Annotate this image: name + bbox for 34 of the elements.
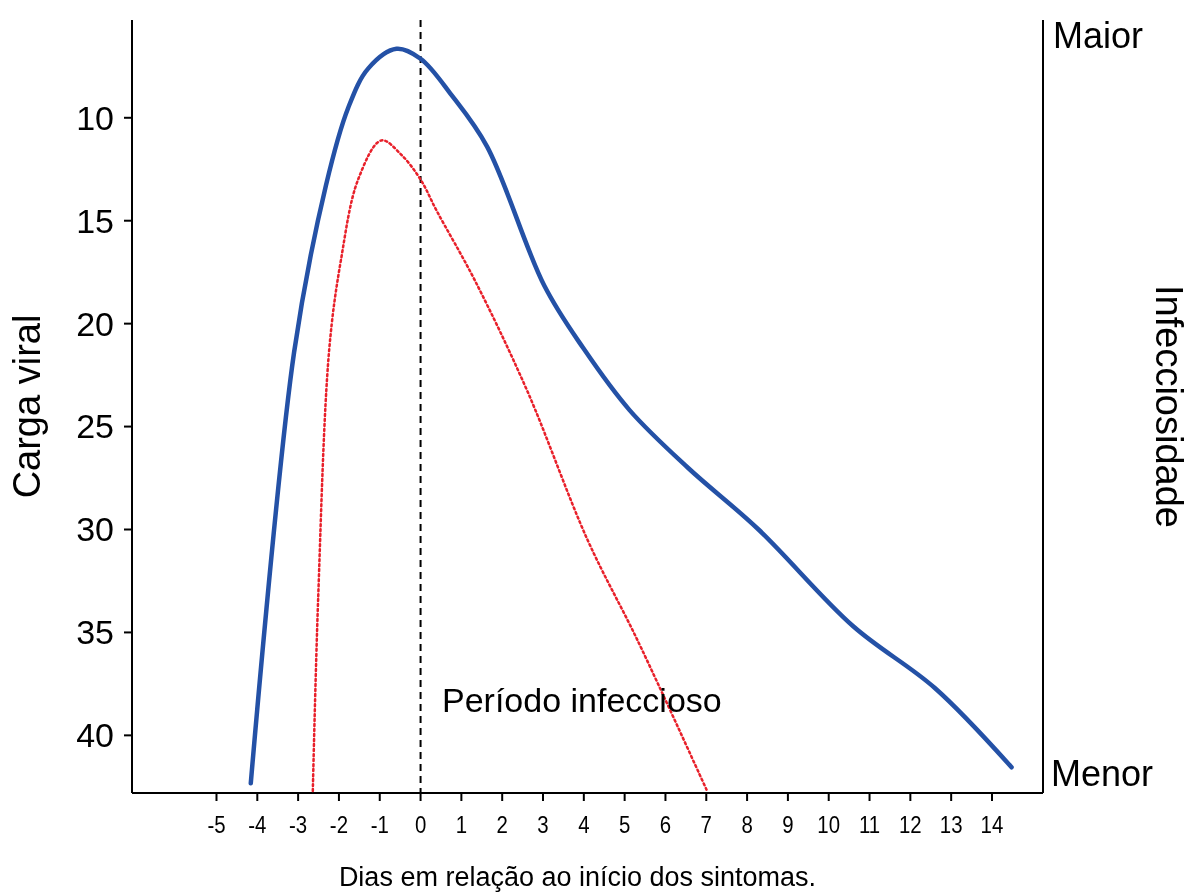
line-series [248, 46, 1014, 786]
x-tick-label: 14 [980, 811, 1004, 839]
text: Menor [1051, 752, 1154, 794]
x-tick-label: 0 [414, 811, 427, 839]
y-tick-label: 15 [76, 201, 114, 240]
x-tick-label: -2 [329, 811, 349, 839]
x-tick-label: -1 [370, 811, 389, 839]
x-tick-label: 5 [618, 811, 631, 839]
x-tick-label: 8 [741, 811, 753, 839]
x-tick-label: 3 [537, 811, 549, 839]
y-tick-label: 25 [76, 407, 114, 446]
x-tick-label: 2 [496, 811, 508, 839]
x-tick-label: 7 [700, 811, 712, 839]
y-tick-label: 30 [76, 510, 114, 549]
y-tick-label: 35 [76, 613, 114, 652]
y-axis-title: Carga viral [6, 314, 48, 499]
annotation: Período infeccioso [442, 680, 722, 719]
x-axis-title: Dias em relação ao início dos sintomas. [338, 862, 817, 892]
x-tick-label: 10 [817, 811, 841, 839]
x-tick-label: 4 [578, 811, 590, 839]
x-tick-label: -5 [207, 811, 226, 839]
y-tick-label: 40 [76, 716, 114, 755]
x-tick-label: 11 [858, 811, 881, 839]
x-tick-label: 12 [899, 811, 922, 839]
x-tick-label: -3 [289, 811, 308, 839]
x-tick-label: 1 [455, 811, 468, 839]
y2-axis-title: Infecciosidade [1148, 285, 1190, 528]
x-tick-label: 9 [782, 811, 794, 839]
text: Maior [1053, 14, 1144, 56]
y-tick-label: 20 [76, 304, 114, 343]
y-tick-label: 10 [76, 98, 114, 137]
x-tick-label: 13 [939, 811, 963, 839]
x-tick-label: -4 [248, 811, 267, 839]
x-tick-label: 6 [659, 811, 672, 839]
